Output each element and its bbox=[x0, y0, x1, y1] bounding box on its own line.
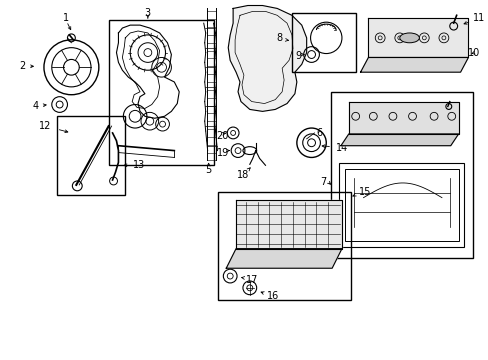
Text: 7: 7 bbox=[319, 177, 325, 187]
Text: 9: 9 bbox=[294, 50, 301, 60]
Bar bbox=[338, 163, 464, 247]
Polygon shape bbox=[360, 58, 468, 72]
Text: 6: 6 bbox=[316, 128, 322, 138]
Bar bbox=[218, 192, 350, 300]
Text: 20: 20 bbox=[216, 131, 228, 141]
Text: 2: 2 bbox=[19, 61, 25, 71]
Text: 13: 13 bbox=[133, 160, 145, 170]
Polygon shape bbox=[348, 102, 458, 134]
Text: 16: 16 bbox=[267, 291, 279, 301]
Text: 1: 1 bbox=[63, 13, 69, 23]
Text: 10: 10 bbox=[467, 48, 479, 58]
Bar bbox=[291, 13, 355, 72]
Text: 12: 12 bbox=[40, 121, 52, 131]
Polygon shape bbox=[236, 199, 341, 249]
Text: 17: 17 bbox=[245, 275, 258, 285]
Text: 4: 4 bbox=[32, 102, 38, 112]
Text: 3: 3 bbox=[144, 8, 151, 18]
Polygon shape bbox=[340, 134, 458, 146]
Text: 18: 18 bbox=[236, 170, 248, 180]
Polygon shape bbox=[226, 249, 341, 268]
Bar bbox=[108, 20, 213, 165]
Text: 5: 5 bbox=[205, 165, 211, 175]
Bar bbox=[344, 169, 458, 241]
Polygon shape bbox=[228, 5, 306, 111]
Text: 19: 19 bbox=[216, 148, 228, 158]
Bar bbox=[330, 92, 472, 258]
Text: 14: 14 bbox=[335, 143, 347, 153]
Text: 15: 15 bbox=[358, 187, 370, 197]
Text: 8: 8 bbox=[275, 33, 282, 43]
Polygon shape bbox=[367, 18, 468, 58]
Bar bbox=[57, 116, 125, 195]
Ellipse shape bbox=[399, 33, 419, 43]
Text: 11: 11 bbox=[472, 13, 485, 23]
